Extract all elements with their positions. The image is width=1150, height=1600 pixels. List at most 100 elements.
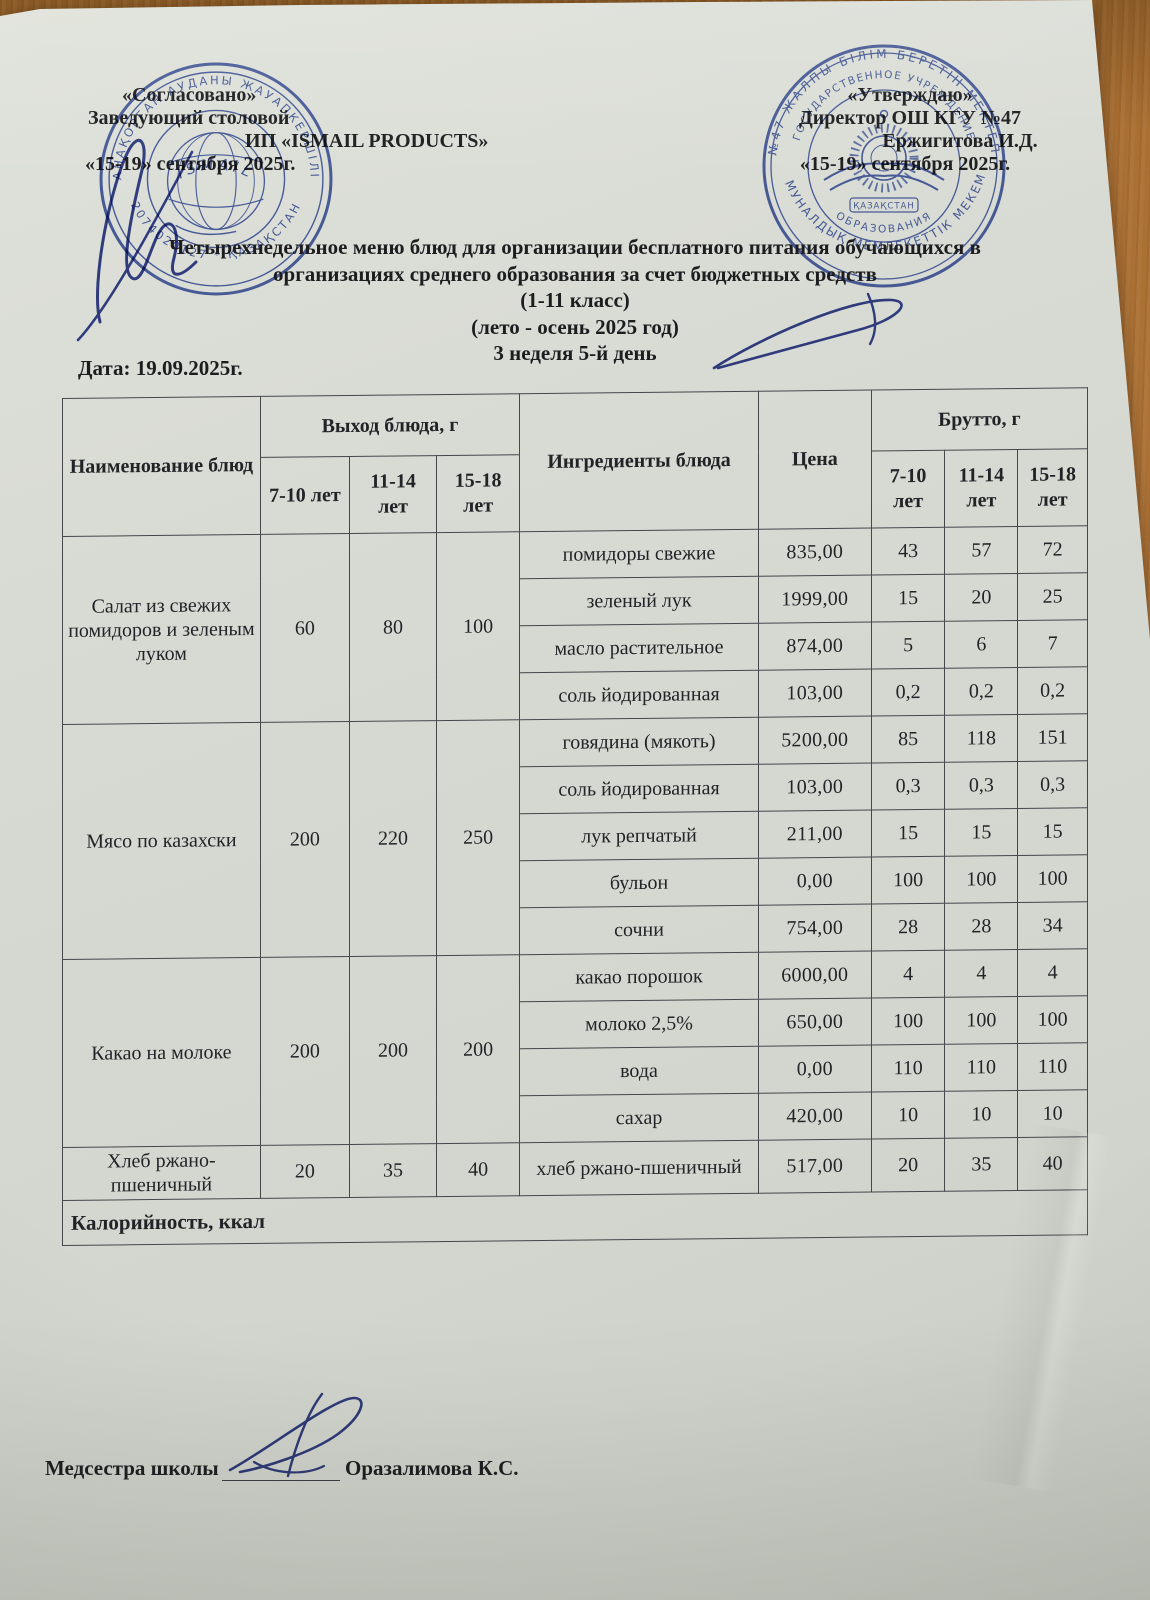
- ingredient-cell: хлеб ржано-пшеничный: [519, 1140, 759, 1196]
- approval-left-title: «Согласовано»: [122, 84, 257, 106]
- age-header-0: 7-10 лет: [260, 456, 350, 535]
- brutto-cell-2: 151: [1017, 713, 1088, 762]
- brutto-cell-0: 0,3: [871, 762, 945, 811]
- yield-cell: 40: [436, 1142, 520, 1197]
- ingredient-cell: сахар: [519, 1093, 759, 1143]
- yield-cell: 60: [260, 533, 350, 723]
- yield-cell: 35: [349, 1143, 437, 1198]
- brutto-cell-0: 5: [871, 621, 945, 670]
- signature-underline: [222, 1480, 340, 1481]
- brutto-cell-0: 15: [871, 809, 945, 858]
- menu-table-body: Салат из свежих помидоров и зеленым луко…: [62, 525, 1088, 1201]
- yield-group-header: Выход блюда, г: [260, 393, 520, 458]
- brutto-cell-2: 4: [1017, 948, 1088, 997]
- yield-cell: 200: [260, 956, 350, 1146]
- price-header: Цена: [758, 390, 872, 530]
- price-cell: 754,00: [758, 904, 872, 953]
- brutto-cell-0: 100: [871, 856, 945, 905]
- title-line-5: 3 неделя 5-й день: [493, 341, 657, 365]
- date-line: Дата: 19.09.2025г.: [78, 356, 243, 380]
- title-line-3: (1-11 класс): [520, 288, 630, 312]
- ingredient-cell: бульон: [519, 858, 759, 908]
- ingredient-cell: вода: [519, 1046, 759, 1096]
- ingredient-cell: масло растительное: [519, 623, 759, 673]
- price-cell: 420,00: [758, 1092, 872, 1141]
- yield-cell: 200: [349, 955, 437, 1145]
- brutto-cell-0: 15: [871, 574, 945, 623]
- yield-cell: 220: [349, 720, 437, 957]
- brutto-cell-1: 100: [944, 996, 1018, 1045]
- brutto-group-header: Брутто, г: [871, 387, 1088, 452]
- dish-name-cell: Салат из свежих помидоров и зеленым луко…: [62, 534, 261, 725]
- ingredients-header: Ингредиенты блюда: [519, 391, 759, 532]
- brutto-cell-1: 4: [944, 949, 1018, 998]
- approval-right-role: Директор ОШ КГУ №47: [798, 107, 1021, 129]
- nurse-name: Оразалимова К.С.: [345, 1456, 519, 1480]
- brutto-cell-0: 0,2: [871, 668, 945, 717]
- dish-name-cell: Какао на молоке: [62, 957, 261, 1148]
- yield-cell: 250: [436, 719, 520, 956]
- yield-cell: 200: [436, 954, 520, 1144]
- document-title: Четырехнедельное меню блюд для организац…: [75, 234, 1075, 367]
- calories-label: Калорийность, ккал: [62, 1189, 1088, 1246]
- ingredient-cell: соль йодированная: [519, 670, 759, 720]
- brutto-cell-0: 85: [871, 715, 945, 764]
- menu-table-footer: Калорийность, ккал: [62, 1189, 1088, 1246]
- brutto-age-header-2: 15-18 лет: [1017, 448, 1088, 527]
- yield-cell: 100: [436, 531, 520, 721]
- brutto-age-header-1: 11-14 лет: [944, 449, 1018, 528]
- brutto-cell-1: 6: [944, 620, 1018, 669]
- brutto-cell-1: 10: [944, 1090, 1018, 1139]
- price-cell: 835,00: [758, 528, 872, 577]
- col-name-header: Наименование блюд: [62, 396, 261, 537]
- title-line-1: Четырехнедельное меню блюд для организац…: [169, 235, 981, 259]
- brutto-cell-1: 0,2: [944, 667, 1018, 716]
- brutto-cell-1: 20: [944, 573, 1018, 622]
- ingredient-cell: лук репчатый: [519, 811, 759, 861]
- signature-right: [712, 292, 903, 370]
- brutto-cell-2: 100: [1017, 854, 1088, 903]
- age-header-2: 15-18 лет: [436, 454, 520, 533]
- price-cell: 5200,00: [758, 716, 872, 765]
- brutto-cell-2: 34: [1017, 901, 1088, 950]
- brutto-cell-0: 43: [871, 527, 945, 576]
- brutto-cell-1: 0,3: [944, 761, 1018, 810]
- kazakhstan-emblem-icon: ҚАЗАҚСТАН: [823, 109, 945, 213]
- dish-name-cell: Хлеб ржано-пшеничный: [62, 1145, 261, 1201]
- brutto-cell-1: 35: [944, 1137, 1018, 1192]
- ingredient-cell: помидоры свежие: [519, 529, 759, 579]
- brutto-cell-1: 57: [944, 526, 1018, 575]
- price-cell: 103,00: [758, 763, 872, 812]
- brutto-cell-0: 28: [871, 903, 945, 952]
- ingredient-cell: сочни: [519, 905, 759, 955]
- menu-table-header: Наименование блюд Выход блюда, г Ингреди…: [62, 387, 1088, 537]
- svg-text:ОБРАЗОВАНИЯ: ОБРАЗОВАНИЯ: [834, 210, 935, 236]
- brutto-cell-2: 100: [1017, 995, 1088, 1044]
- yield-cell: 20: [260, 1144, 350, 1199]
- brutto-cell-1: 118: [944, 714, 1018, 763]
- price-cell: 6000,00: [758, 951, 872, 1000]
- brutto-cell-2: 0,2: [1017, 666, 1088, 715]
- brutto-cell-1: 28: [944, 902, 1018, 951]
- yield-cell: 200: [260, 721, 350, 958]
- brutto-cell-0: 20: [871, 1138, 945, 1193]
- price-cell: 1999,00: [758, 575, 872, 624]
- price-cell: 650,00: [758, 998, 872, 1047]
- brutto-cell-2: 15: [1017, 807, 1088, 856]
- yield-cell: 80: [349, 532, 437, 722]
- age-header-1: 11-14 лет: [349, 455, 437, 534]
- price-cell: 0,00: [758, 857, 872, 906]
- dish-name-cell: Мясо по казахски: [62, 722, 261, 960]
- stamp-right-inner-bottom-text: ОБРАЗОВАНИЯ: [834, 210, 933, 236]
- brutto-cell-2: 25: [1017, 572, 1088, 621]
- nurse-label: Медсестра школы: [45, 1456, 219, 1480]
- price-cell: 517,00: [758, 1139, 872, 1194]
- brutto-cell-2: 110: [1017, 1042, 1088, 1091]
- brutto-cell-0: 110: [871, 1044, 945, 1093]
- menu-table: Наименование блюд Выход блюда, г Ингреди…: [62, 387, 1088, 1246]
- price-cell: 211,00: [758, 810, 872, 859]
- ingredient-cell: зеленый лук: [519, 576, 759, 626]
